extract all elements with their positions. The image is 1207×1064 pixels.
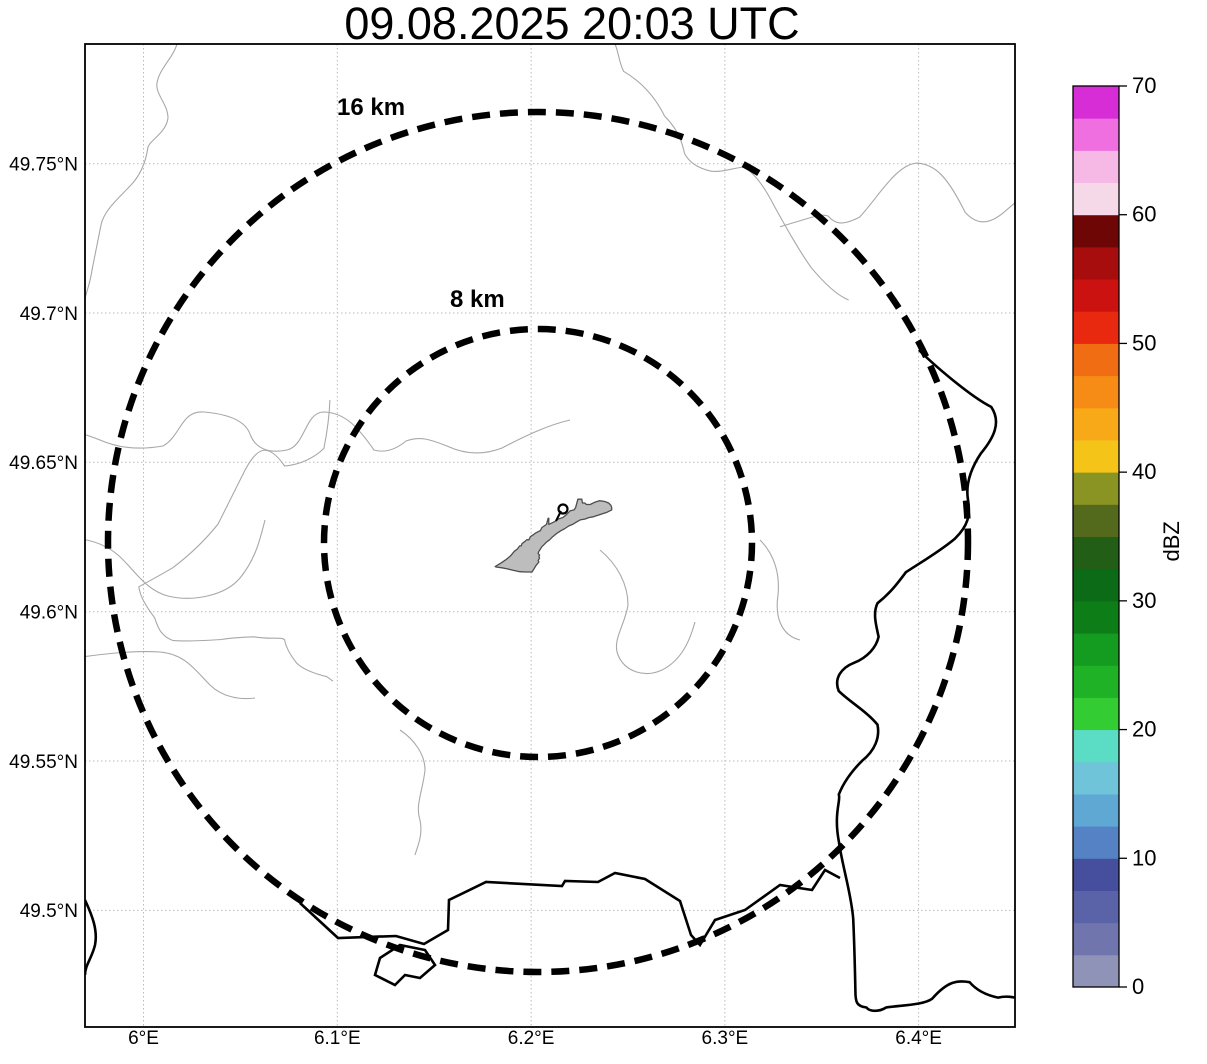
svg-text:49.5°N: 49.5°N xyxy=(20,901,78,922)
svg-text:49.55°N: 49.55°N xyxy=(9,752,78,773)
svg-text:49.65°N: 49.65°N xyxy=(9,453,78,474)
svg-text:49.75°N: 49.75°N xyxy=(9,155,78,176)
svg-text:70: 70 xyxy=(1132,73,1156,98)
svg-text:6.1°E: 6.1°E xyxy=(314,1028,361,1049)
svg-text:6.4°E: 6.4°E xyxy=(895,1028,942,1049)
svg-text:49.7°N: 49.7°N xyxy=(20,304,78,325)
svg-text:40: 40 xyxy=(1132,459,1156,484)
svg-text:50: 50 xyxy=(1132,330,1156,355)
svg-text:16 km: 16 km xyxy=(337,94,405,121)
svg-text:20: 20 xyxy=(1132,717,1156,742)
svg-text:30: 30 xyxy=(1132,588,1156,613)
svg-text:6.2°E: 6.2°E xyxy=(508,1028,555,1049)
svg-text:09.08.2025 20:03 UTC: 09.08.2025 20:03 UTC xyxy=(344,0,799,49)
svg-text:6.3°E: 6.3°E xyxy=(702,1028,749,1049)
svg-text:10: 10 xyxy=(1132,845,1156,870)
svg-text:49.6°N: 49.6°N xyxy=(20,603,78,624)
svg-text:8 km: 8 km xyxy=(450,286,505,313)
svg-text:60: 60 xyxy=(1132,202,1156,227)
svg-text:6°E: 6°E xyxy=(128,1028,159,1049)
svg-text:dBZ: dBZ xyxy=(1159,521,1184,561)
svg-text:0: 0 xyxy=(1132,974,1144,999)
